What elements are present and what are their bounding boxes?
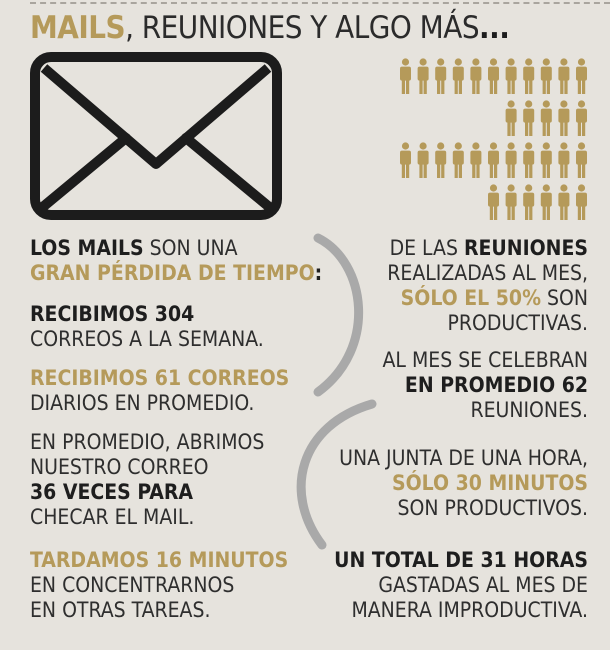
text: REALIZADAS AL MES, xyxy=(387,261,588,285)
text: AL MES SE CELEBRAN xyxy=(382,348,588,372)
left-block-4: EN PROMEDIO, ABRIMOS NUESTRO CORREO 36 V… xyxy=(30,430,264,530)
stat-304: RECIBIMOS 304 xyxy=(30,302,195,326)
left-block-2: RECIBIMOS 304 CORREOS A LA SEMANA. xyxy=(30,302,264,352)
right-block-1: DE LAS REUNIONES REALIZADAS AL MES, SÓLO… xyxy=(387,236,588,336)
page-title: MAILS, REUNIONES Y ALGO MÁS... xyxy=(30,10,510,46)
mails-label: LOS MAILS xyxy=(30,236,144,260)
stat-36: 36 VECES PARA xyxy=(30,480,194,504)
title-dots: ... xyxy=(479,10,510,46)
text: EN CONCENTRARNOS xyxy=(30,573,235,597)
text: EN OTRAS TAREAS. xyxy=(30,598,211,622)
text: CHECAR EL MAIL. xyxy=(30,505,195,529)
text: DIARIOS EN PROMEDIO. xyxy=(30,391,255,415)
text: SON UNA xyxy=(143,236,238,260)
stat-61: RECIBIMOS 61 CORREOS xyxy=(30,366,290,390)
text: GASTADAS AL MES DE xyxy=(378,573,588,597)
title-rest: , REUNIONES Y ALGO MÁS xyxy=(125,10,480,46)
top-dashed-rule xyxy=(30,2,610,4)
gran-perdida: GRAN PÉRDIDA DE TIEMPO xyxy=(30,261,315,285)
left-block-3: RECIBIMOS 61 CORREOS DIARIOS EN PROMEDIO… xyxy=(30,366,289,416)
colon: : xyxy=(314,261,323,285)
stat-16: TARDAMOS 16 MINUTOS xyxy=(30,548,289,572)
stat-62: EN PROMEDIO 62 xyxy=(404,373,588,397)
stat-31: UN TOTAL DE 31 HORAS xyxy=(334,548,588,572)
right-block-4: UN TOTAL DE 31 HORAS GASTADAS AL MES DE … xyxy=(334,548,588,623)
right-block-3: UNA JUNTA DE UNA HORA, SÓLO 30 MINUTOS S… xyxy=(339,446,588,521)
text: UNA JUNTA DE UNA HORA, xyxy=(339,446,588,470)
text: SON PRODUCTIVOS. xyxy=(397,496,588,520)
right-block-2: AL MES SE CELEBRAN EN PROMEDIO 62 REUNIO… xyxy=(383,348,588,423)
text: NUESTRO CORREO xyxy=(30,455,209,479)
stat-50: SÓLO EL 50% xyxy=(400,286,541,310)
left-block-1: LOS MAILS SON UNA GRAN PÉRDIDA DE TIEMPO… xyxy=(30,236,322,286)
stat-30: SÓLO 30 MINUTOS xyxy=(392,471,588,495)
envelope-icon xyxy=(30,52,282,220)
text: SON xyxy=(541,286,588,310)
text: DE LAS xyxy=(389,236,464,260)
text: MANERA IMPRODUCTIVA. xyxy=(351,598,588,622)
reuniones-label: REUNIONES xyxy=(463,236,588,260)
left-block-5: TARDAMOS 16 MINUTOS EN CONCENTRARNOS EN … xyxy=(30,548,288,623)
text: CORREOS A LA SEMANA. xyxy=(30,327,264,351)
text: EN PROMEDIO, ABRIMOS xyxy=(30,430,265,454)
text: REUNIONES. xyxy=(470,398,588,422)
title-highlight: MAILS xyxy=(30,10,126,46)
text: PRODUCTIVAS. xyxy=(447,311,588,335)
